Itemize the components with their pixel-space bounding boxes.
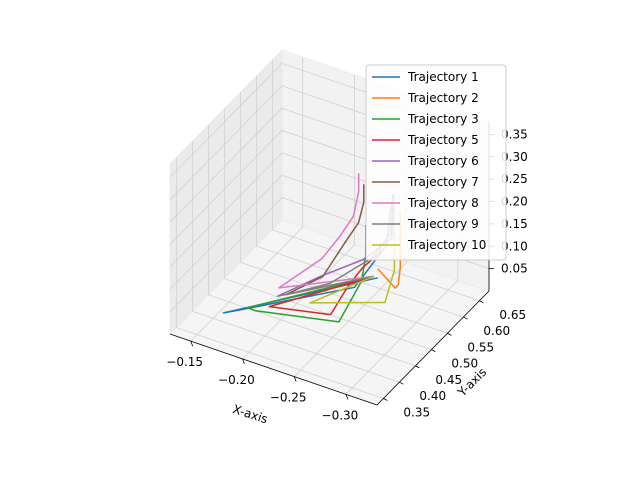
y-grid-line <box>239 92 448 334</box>
x-tick-mark <box>345 394 349 400</box>
x-axis-label: X-axis <box>231 402 270 426</box>
legend: Trajectory 1 Trajectory 2 Trajectory 3 Traj… <box>365 64 507 261</box>
z-tick-label: 0.15 <box>501 217 528 231</box>
y-tick-label: 0.50 <box>451 357 478 371</box>
y-tick-label: 0.60 <box>483 324 510 338</box>
grid-lines <box>169 57 490 399</box>
x-tick-mark <box>242 358 245 364</box>
x-tick-label: −0.30 <box>322 408 359 422</box>
x-tick-label: −0.15 <box>166 355 203 369</box>
y-tick-label: 0.65 <box>499 308 526 322</box>
x-grid-line <box>242 74 355 360</box>
y-grid-line <box>271 59 480 302</box>
z-tick-label: 0.35 <box>501 127 528 141</box>
y-tick-label: 0.40 <box>419 389 446 403</box>
y-grid-line <box>223 108 432 350</box>
x-tick-mark <box>293 376 297 382</box>
legend-label: Trajectory 3 <box>407 112 479 126</box>
z-tick-label: 0.05 <box>501 262 528 276</box>
y-tick-mark <box>383 398 388 401</box>
x-tick-label: −0.25 <box>270 391 307 405</box>
legend-label: Trajectory 5 <box>407 133 479 147</box>
z-tick-label: 0.20 <box>501 195 528 209</box>
y-tick-label: 0.35 <box>403 405 430 419</box>
y-tick-label: 0.45 <box>435 373 462 387</box>
legend-label: Trajectory 2 <box>407 91 479 105</box>
x-axis-line <box>169 333 378 406</box>
x-tick-mark <box>190 340 194 347</box>
y-tick-mark <box>463 316 468 320</box>
y-tick-mark <box>447 332 452 336</box>
tick-labels: −0.30 −0.25 −0.20 −0.15 0.35 0.40 0.45 0.50 0.55… <box>166 127 527 422</box>
y-tick-mark <box>431 349 436 352</box>
legend-label: Trajectory 10 <box>407 238 486 252</box>
x-grid-line <box>190 57 304 342</box>
y-tick-mark <box>399 381 404 385</box>
y-grid-line <box>207 124 416 367</box>
legend-label: Trajectory 7 <box>407 175 479 189</box>
legend-label: Trajectory 6 <box>407 154 479 168</box>
legend-label: Trajectory 9 <box>407 217 479 231</box>
legend-box <box>365 64 507 261</box>
y-tick-mark <box>479 300 484 304</box>
series-line-7 <box>278 173 374 289</box>
y-tick-mark <box>415 365 420 369</box>
y-grid-line <box>191 141 400 383</box>
x-tick-label: −0.20 <box>218 373 255 387</box>
z-tick-label: 0.30 <box>501 150 528 164</box>
z-tick-label: 0.10 <box>501 239 528 253</box>
y-grid-line <box>255 76 464 318</box>
legend-label: Trajectory 8 <box>407 196 479 210</box>
y-tick-label: 0.55 <box>467 340 494 354</box>
z-tick-label: 0.25 <box>501 172 528 186</box>
y-grid-line <box>175 157 384 399</box>
legend-label: Trajectory 1 <box>407 70 479 84</box>
y-axis-line <box>376 290 490 406</box>
